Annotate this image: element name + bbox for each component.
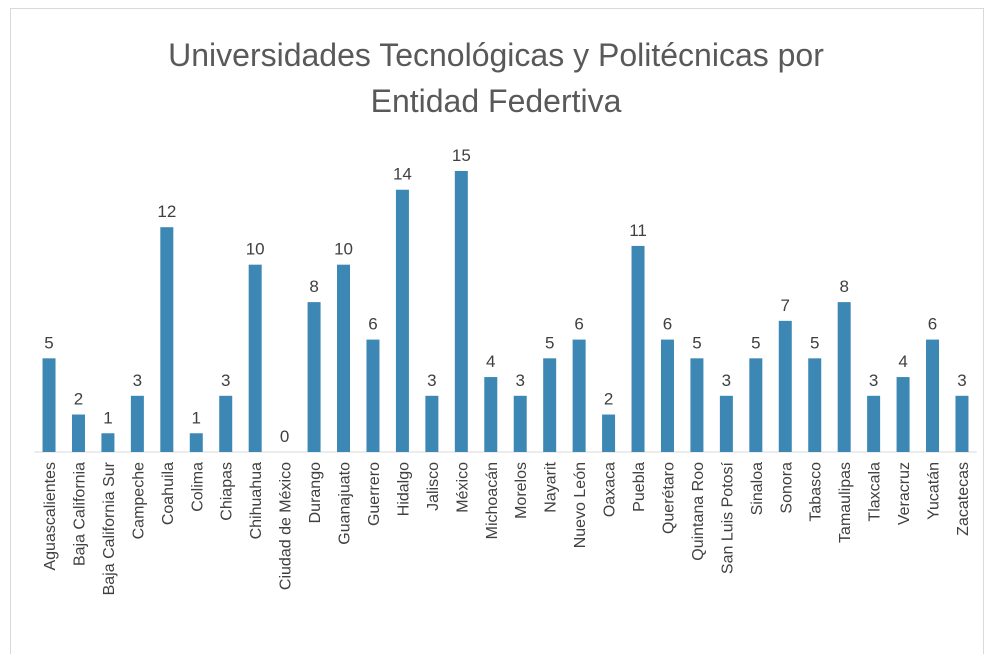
data-label: 14 <box>393 165 412 184</box>
bar <box>778 320 792 452</box>
data-label: 1 <box>103 408 112 427</box>
data-label: 0 <box>280 427 289 446</box>
data-label: 10 <box>246 240 265 259</box>
x-tick-label: Aguascalientes <box>42 462 59 571</box>
data-label: 3 <box>957 371 966 390</box>
bar <box>926 339 940 452</box>
x-tick-label: Ciudad de México <box>278 462 295 590</box>
bar <box>160 227 174 452</box>
x-tick-label: Colima <box>189 462 206 512</box>
data-label: 5 <box>545 333 554 352</box>
x-tick-label: Nuevo León <box>572 462 589 548</box>
bar <box>454 171 468 452</box>
bar <box>395 189 409 452</box>
data-label: 2 <box>604 390 613 409</box>
data-label: 12 <box>157 202 176 221</box>
bar <box>749 358 763 452</box>
data-label: 5 <box>692 333 701 352</box>
x-tick-label: Tabasco <box>808 462 825 522</box>
x-tick-label: Morelos <box>513 462 530 519</box>
x-tick-label: Durango <box>307 462 324 523</box>
bar <box>484 377 498 452</box>
bar <box>71 414 85 452</box>
data-label: 5 <box>810 333 819 352</box>
x-tick-label: Baja California Sur <box>101 461 118 595</box>
x-tick-label: Jalisco <box>425 462 442 511</box>
bar <box>366 339 380 452</box>
data-label: 6 <box>368 315 377 334</box>
x-tick-label: Campeche <box>130 462 147 539</box>
x-tick-label: Querétaro <box>660 462 677 534</box>
data-label: 3 <box>869 371 878 390</box>
bar <box>808 358 822 452</box>
bar <box>42 358 56 452</box>
x-tick-label: San Luis Potosí <box>719 461 736 574</box>
x-tick-label: Nayarit <box>543 461 560 512</box>
x-tick-label: Coahuila <box>160 462 177 525</box>
bar <box>631 245 645 452</box>
bar <box>337 264 351 452</box>
bar <box>837 302 851 452</box>
x-tick-label: Sonora <box>778 462 795 514</box>
x-tick-label: Hidalgo <box>395 462 412 516</box>
x-tick-label: Michoacán <box>484 462 501 539</box>
x-tick-label: Puebla <box>631 462 648 512</box>
chart-frame <box>10 8 984 654</box>
data-label: 5 <box>751 333 760 352</box>
x-tick-label: Tamaulipas <box>837 462 854 543</box>
data-label: 4 <box>898 352 907 371</box>
bar <box>572 339 586 452</box>
x-tick-label: Oaxaca <box>602 462 619 517</box>
x-tick-label: Quintana Roo <box>690 462 707 561</box>
data-label: 3 <box>427 371 436 390</box>
bar <box>307 302 321 452</box>
bar <box>867 395 881 452</box>
data-label: 3 <box>133 371 142 390</box>
data-label: 6 <box>663 315 672 334</box>
bar <box>425 395 439 452</box>
x-tick-label: Tlaxcala <box>867 462 884 522</box>
x-tick-label: Zacatecas <box>955 462 972 536</box>
x-tick-label: Yucatán <box>926 462 943 520</box>
x-tick-label: Chiapas <box>219 462 236 521</box>
x-tick-label: Sinaloa <box>749 462 766 515</box>
data-label: 1 <box>192 408 201 427</box>
data-label: 8 <box>839 277 848 296</box>
bar <box>130 395 144 452</box>
bar <box>513 395 527 452</box>
x-tick-label: Baja California <box>71 462 88 566</box>
data-label: 3 <box>722 371 731 390</box>
bar <box>189 433 203 452</box>
data-label: 2 <box>74 390 83 409</box>
data-label: 11 <box>629 221 647 240</box>
data-label: 5 <box>44 333 53 352</box>
data-label: 4 <box>486 352 495 371</box>
bar <box>248 264 262 452</box>
bar <box>690 358 704 452</box>
chart-title: Universidades Tecnológicas y Politécnica… <box>168 37 824 119</box>
x-tick-label: Chihuahua <box>248 462 265 540</box>
bar <box>660 339 674 452</box>
x-tick-label: Guerrero <box>366 462 383 526</box>
data-label: 15 <box>452 146 471 165</box>
bar <box>602 414 616 452</box>
x-tick-label: Veracruz <box>896 462 913 525</box>
bar <box>896 377 910 452</box>
data-label: 10 <box>334 240 353 259</box>
data-label: 3 <box>515 371 524 390</box>
data-label: 6 <box>928 315 937 334</box>
bar <box>955 395 969 452</box>
data-label: 8 <box>309 277 318 296</box>
x-tick-label: Guanajuato <box>337 462 354 545</box>
bar <box>719 395 733 452</box>
bar <box>543 358 557 452</box>
x-tick-label: México <box>454 462 471 513</box>
data-label: 3 <box>221 371 230 390</box>
data-label: 7 <box>781 296 790 315</box>
bar <box>101 433 115 452</box>
bar <box>219 395 233 452</box>
data-label: 6 <box>574 315 583 334</box>
